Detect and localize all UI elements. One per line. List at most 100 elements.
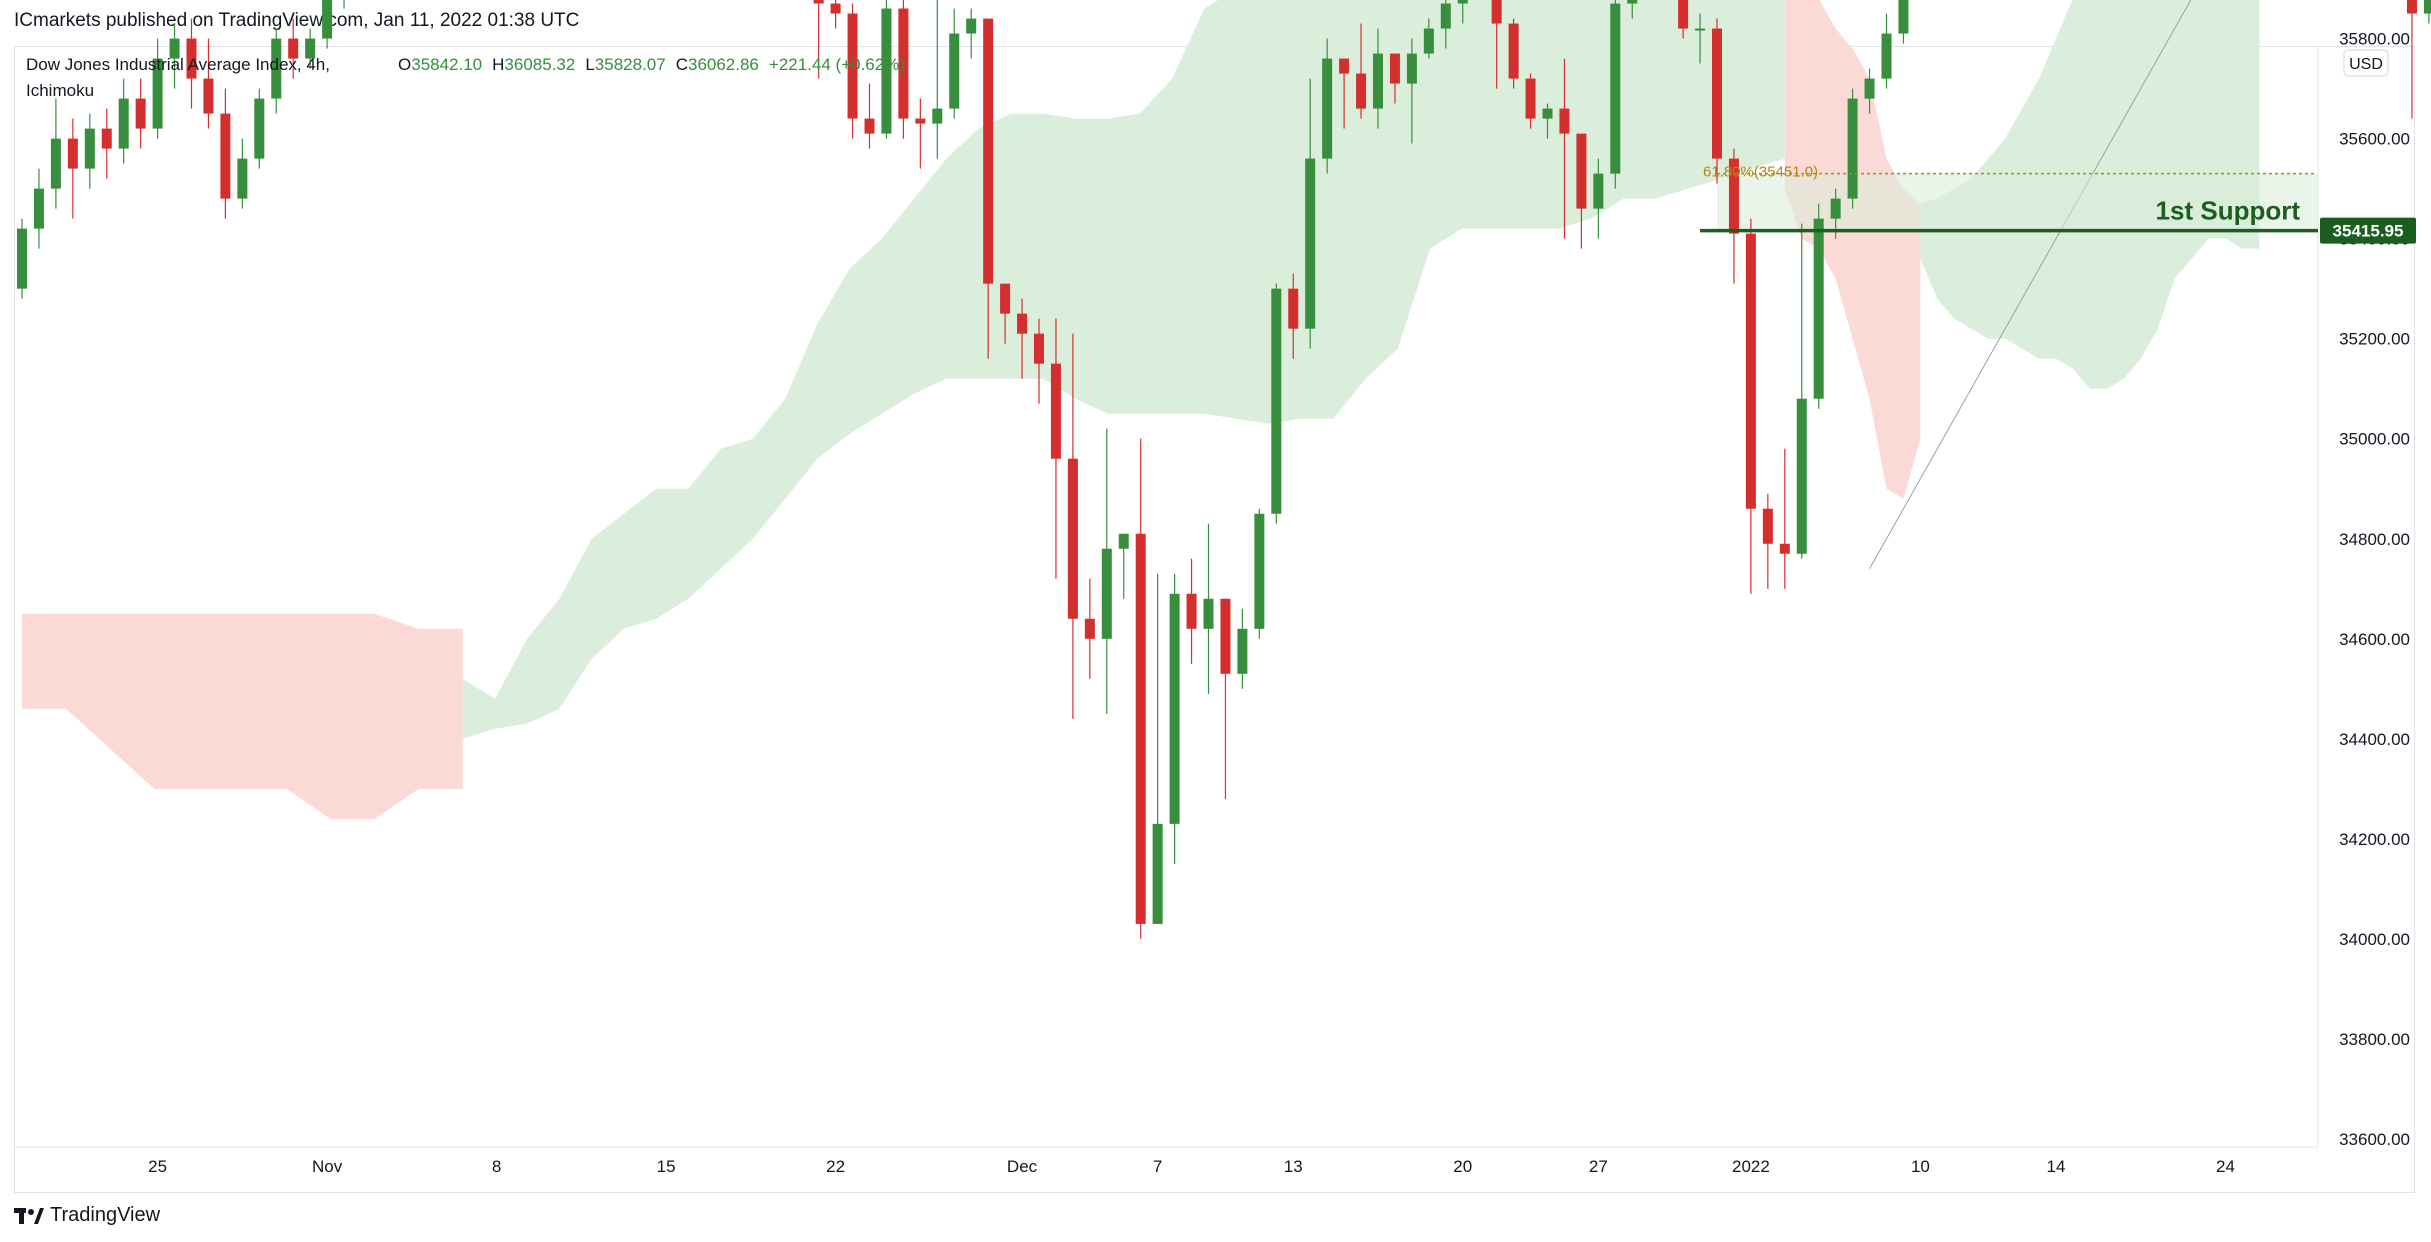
candle-body [1305, 158, 1316, 329]
candle-body [1017, 313, 1028, 334]
candle-body [1406, 53, 1417, 84]
candle-body [1864, 78, 1875, 99]
candle-body [1220, 598, 1231, 674]
tradingview-logo[interactable]: TradingView [14, 1204, 160, 1227]
candle-body [1745, 233, 1756, 509]
legend-high: 36085.32 [504, 55, 575, 74]
time-tick-label: 25 [148, 1157, 167, 1176]
currency-button[interactable]: USD [2343, 49, 2389, 77]
price-tick-label: 34000.00 [2339, 930, 2410, 949]
candle-body [1339, 58, 1350, 74]
candle-body [1169, 593, 1180, 824]
time-tick-label: 7 [1153, 1157, 1162, 1176]
candle-body [1152, 823, 1163, 924]
candle-body [949, 33, 960, 109]
time-axis: 25 Nov 8 15 22 Dec 7 13 20 27 2022 10 14 24 [148, 1157, 2235, 1176]
time-tick-label: 14 [2047, 1157, 2066, 1176]
legend-high-label: H [492, 55, 504, 74]
time-tick-label: 20 [1453, 1157, 1472, 1176]
candle-body [983, 18, 994, 284]
candle-body [1356, 73, 1367, 109]
candle-body [881, 8, 892, 134]
candle-body [1898, 0, 1909, 34]
candle-body [1627, 0, 1638, 4]
candle-body [1559, 108, 1570, 134]
candle-body [135, 98, 146, 129]
candle-body [915, 118, 926, 124]
candle-body [847, 13, 858, 119]
price-tick-label: 34600.00 [2339, 630, 2410, 649]
price-tick-label: 33800.00 [2339, 1030, 2410, 1049]
time-tick-label: 8 [492, 1157, 501, 1176]
candle-body [1050, 363, 1061, 459]
candle-body [1695, 28, 1706, 31]
fib-trend-line [1869, 0, 2192, 570]
candle-body [813, 0, 824, 4]
candle-body [288, 38, 299, 59]
currency-label: USD [2349, 56, 2383, 73]
candle-body [1389, 53, 1400, 84]
chart-legend: Dow Jones Industrial Average Index, 4h, … [26, 55, 905, 100]
first-support-title: 1st Support [2156, 196, 2301, 226]
candle-body [50, 138, 61, 189]
candle-body [1847, 98, 1858, 199]
candle-body [1830, 198, 1841, 219]
candle-body [1373, 53, 1383, 109]
legend-low: 35828.07 [595, 55, 666, 74]
price-axis: 33600.00 33800.00 34000.00 34200.00 34400.00… [2320, 30, 2416, 1149]
legend-close: 36062.86 [688, 55, 759, 74]
candle-body [1491, 0, 1502, 24]
price-tick-label: 33600.00 [2339, 1130, 2410, 1149]
price-tick-label: 35000.00 [2339, 430, 2410, 449]
tradingview-logo-icon [14, 1207, 44, 1224]
candle-body [17, 228, 27, 289]
candle-body [1542, 108, 1553, 119]
candle-body [1593, 173, 1604, 209]
candle-body [1322, 58, 1333, 159]
candle-body [1779, 543, 1790, 554]
level-lines: 38.20%(36141.38)61.80%(35451.0)2nd Resis… [1700, 164, 2318, 233]
legend-change: +221.44 (+0.62%) [769, 55, 905, 74]
fib-61-label: 61.80%(35451.0) [1703, 164, 1818, 181]
candle-body [1135, 533, 1146, 924]
legend-open-label: O [398, 55, 411, 74]
candle-body [830, 3, 841, 14]
candle-body [1762, 508, 1773, 544]
candle-body [322, 0, 333, 39]
time-tick-label: Dec [1007, 1157, 1038, 1176]
price-tick-label: 35800.00 [2339, 30, 2410, 49]
candle-body [1067, 458, 1078, 619]
candle-body [1728, 158, 1739, 234]
candle-body [1881, 33, 1892, 79]
candle-body [1288, 288, 1299, 329]
publisher-caption: ICmarkets published on TradingView.com, … [14, 10, 580, 31]
footer-brand: TradingView [50, 1204, 161, 1226]
candle-body [305, 38, 316, 59]
price-tick-label: 35600.00 [2339, 130, 2410, 149]
candle-body [1712, 28, 1722, 159]
candle-body [186, 38, 197, 79]
candle-body [271, 38, 282, 99]
legend-indicator: Ichimoku [26, 81, 94, 100]
legend-low-label: L [585, 55, 594, 74]
time-tick-label: 10 [1911, 1157, 1930, 1176]
candle-body [932, 108, 943, 124]
first-support-badge [2320, 217, 2416, 244]
candle-body [118, 98, 129, 149]
candle-body [898, 8, 909, 119]
time-tick-label: 22 [826, 1157, 845, 1176]
candle-body [33, 188, 44, 229]
candle-body [1101, 548, 1112, 639]
first-support-badge-label: 35415.95 [2333, 222, 2404, 241]
candle-body [1813, 218, 1824, 399]
price-tick-label: 35200.00 [2339, 330, 2410, 349]
candle-body [152, 58, 163, 129]
candle-body [1203, 598, 1214, 629]
candle-body [1796, 398, 1807, 554]
cloud-bullish-segment [462, 0, 1785, 739]
candle-body [101, 128, 112, 149]
candle-body [1084, 618, 1095, 639]
candle-body [1186, 593, 1197, 629]
candle-body [1576, 133, 1587, 209]
